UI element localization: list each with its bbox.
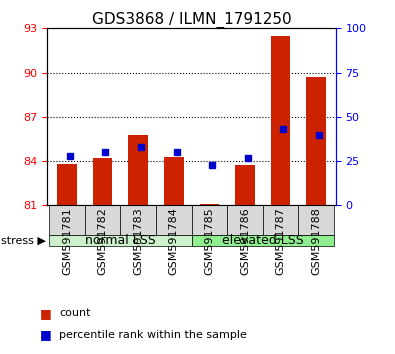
Text: GSM591783: GSM591783 bbox=[133, 207, 143, 275]
Bar bbox=[164, 156, 184, 205]
Text: ■: ■ bbox=[40, 307, 51, 320]
Text: GSM591786: GSM591786 bbox=[240, 207, 250, 275]
Bar bbox=[192, 235, 334, 246]
Bar bbox=[128, 135, 148, 205]
Bar bbox=[93, 158, 112, 205]
Text: count: count bbox=[59, 308, 91, 318]
Text: elevated LSS: elevated LSS bbox=[222, 234, 304, 247]
Text: normal LSS: normal LSS bbox=[85, 234, 156, 247]
Text: GSM591784: GSM591784 bbox=[169, 207, 179, 275]
Bar bbox=[85, 205, 120, 235]
Text: stress ▶: stress ▶ bbox=[2, 235, 46, 245]
Bar bbox=[120, 205, 156, 235]
Bar bbox=[298, 205, 334, 235]
Text: GSM591788: GSM591788 bbox=[311, 207, 321, 275]
Text: GSM591785: GSM591785 bbox=[204, 207, 214, 275]
Bar bbox=[235, 165, 255, 205]
Bar bbox=[156, 205, 192, 235]
Bar bbox=[271, 36, 290, 205]
Text: GSM591787: GSM591787 bbox=[276, 207, 286, 275]
Bar bbox=[263, 205, 298, 235]
Bar bbox=[49, 235, 192, 246]
Text: ■: ■ bbox=[40, 328, 51, 341]
Bar bbox=[192, 205, 227, 235]
Text: GSM591781: GSM591781 bbox=[62, 207, 72, 275]
Text: percentile rank within the sample: percentile rank within the sample bbox=[59, 330, 247, 339]
Bar bbox=[227, 205, 263, 235]
Bar bbox=[49, 205, 85, 235]
Bar bbox=[57, 164, 77, 205]
Bar bbox=[199, 204, 219, 205]
Title: GDS3868 / ILMN_1791250: GDS3868 / ILMN_1791250 bbox=[92, 12, 292, 28]
Bar bbox=[307, 77, 326, 205]
Text: GSM591782: GSM591782 bbox=[98, 207, 107, 275]
